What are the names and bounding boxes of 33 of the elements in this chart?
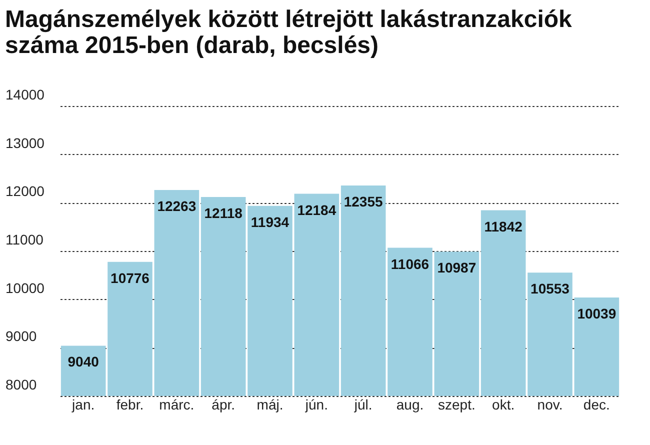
text: Magánszemélyek között létrejött lakástranzakciók bbox=[5, 6, 572, 33]
x-tick-label: szept. bbox=[438, 396, 476, 412]
data-label: 11934 bbox=[250, 214, 290, 230]
data-label: 11066 bbox=[390, 256, 430, 272]
data-label: 12184 bbox=[297, 202, 336, 218]
data-label: 9040 bbox=[68, 354, 100, 370]
y-tick-label: 14000 bbox=[6, 86, 45, 102]
data-label: 12355 bbox=[344, 194, 384, 210]
y-tick-label: 13000 bbox=[6, 134, 45, 151]
x-tick-label: jan. bbox=[71, 396, 95, 412]
text: száma 2015-ben (darab, becslés) bbox=[5, 32, 379, 59]
x-tick-label: okt. bbox=[492, 396, 515, 412]
y-tick-label: 10000 bbox=[6, 280, 45, 296]
data-label: 10776 bbox=[110, 270, 150, 286]
data-label: 12263 bbox=[157, 198, 196, 214]
x-tick-label: máj. bbox=[256, 396, 284, 412]
data-label: 11842 bbox=[484, 218, 523, 234]
data-label: 10039 bbox=[577, 305, 616, 322]
x-tick-label: jún. bbox=[304, 396, 328, 412]
data-label: 10987 bbox=[437, 260, 476, 276]
y-tick-label: 12000 bbox=[6, 183, 45, 200]
data-label: 10553 bbox=[530, 280, 570, 297]
y-tick-label: 8000 bbox=[6, 376, 37, 392]
x-tick-label: ápr. bbox=[212, 396, 236, 412]
x-tick-label: dec. bbox=[583, 396, 610, 412]
data-label: 12118 bbox=[204, 204, 243, 221]
y-tick-label: 9000 bbox=[6, 328, 37, 344]
x-tick-label: nov. bbox=[537, 396, 563, 412]
x-tick-label: júl. bbox=[353, 396, 372, 412]
x-tick-label: márc. bbox=[159, 396, 194, 412]
x-tick-label: febr. bbox=[116, 396, 144, 412]
x-tick-label: aug. bbox=[396, 396, 424, 412]
y-tick-label: 11000 bbox=[6, 232, 44, 248]
